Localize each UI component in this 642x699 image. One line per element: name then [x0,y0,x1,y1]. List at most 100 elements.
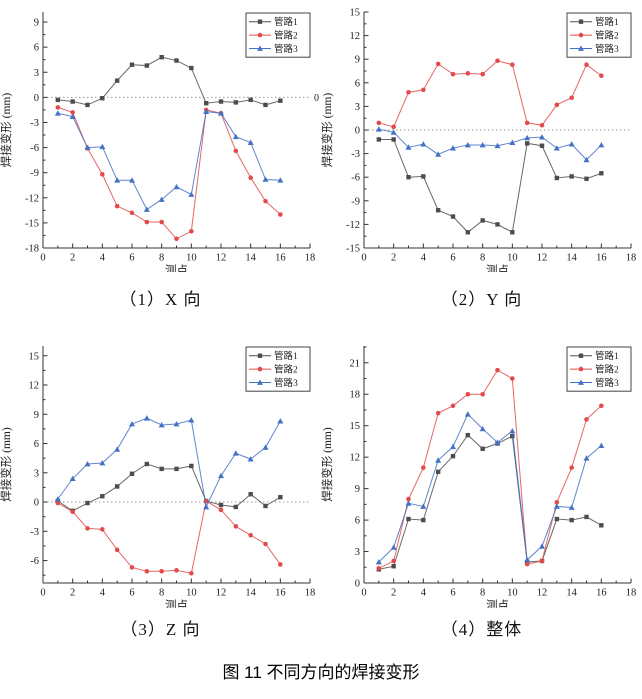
svg-text:14: 14 [245,588,256,599]
svg-text:管路3: 管路3 [595,43,619,55]
series-管路2 [55,105,283,242]
svg-text:18: 18 [305,253,316,264]
series-管路1 [376,432,604,572]
svg-text:0: 0 [355,579,360,590]
chart-x-direction-plot: 0 0 2 4 6 8 10 12 14 16 18 测点 -18 -15 -12 -9 -6 -3 0 3 6 9 焊接变… [0,12,319,272]
series-管路2 [376,58,604,130]
svg-text:管路3: 管路3 [595,377,619,389]
svg-text:9: 9 [34,410,39,421]
chart-cell-x-direction: 0 0 2 4 6 8 10 12 14 16 18 测点 -18 -15 -12 -9 -6 -3 0 3 6 9 焊接变… [0,0,321,320]
y-axis: -15 -12 -9 -6 -3 0 3 6 9 12 15 焊接变形 (mm) [321,8,369,255]
svg-text:16: 16 [275,253,286,264]
chart-cell-y-direction: 0 2 4 6 8 10 12 14 16 18 测点 -15 -12 -9 -6 -3 0 3 6 9 12 15 焊接变… [321,0,642,320]
svg-text:-9: -9 [351,196,360,207]
svg-text:10: 10 [186,588,197,599]
series-管路3 [54,108,284,212]
svg-text:管路2: 管路2 [274,30,298,42]
svg-text:12: 12 [29,381,40,392]
svg-text:-3: -3 [30,527,39,538]
svg-text:0: 0 [361,588,366,599]
series-管路3 [375,126,605,163]
svg-text:0: 0 [40,253,45,264]
svg-text:3: 3 [34,468,39,479]
svg-text:15: 15 [350,421,361,432]
svg-text:管路1: 管路1 [274,350,298,362]
svg-text:-15: -15 [346,244,360,255]
svg-text:2: 2 [70,588,75,599]
svg-text:0: 0 [355,126,360,137]
series-管路3 [375,411,605,565]
chart-cell-overall: 0 2 4 6 8 10 12 14 16 18 测点 0 3 6 9 12 15 18 21 焊接变形 (mm) 管路… [321,320,642,645]
svg-text:3: 3 [355,547,360,558]
svg-text:12: 12 [537,588,548,599]
svg-text:6: 6 [450,253,455,264]
svg-text:2: 2 [391,253,396,264]
svg-text:6: 6 [450,588,455,599]
x-axis-label: 测点 [165,599,188,608]
svg-text:管路1: 管路1 [595,16,619,28]
svg-text:3: 3 [34,68,39,79]
chart-z-direction-plot: 0 2 4 6 8 10 12 14 16 18 测点 -6 -3 0 3 6 9 12 15 焊接变形 (mm) 管路… [0,346,315,608]
svg-text:0: 0 [361,253,366,264]
y-axis: -6 -3 0 3 6 9 12 15 焊接变形 (mm) [0,351,48,576]
x-axis: 0 2 4 6 8 10 12 14 16 18 测点 [361,578,637,608]
svg-text:管路2: 管路2 [595,30,619,42]
svg-text:10: 10 [507,253,518,264]
series-管路2 [376,367,604,571]
chart-y-direction-plot: 0 2 4 6 8 10 12 14 16 18 测点 -15 -12 -9 -6 -3 0 3 6 9 12 15 焊接变… [321,8,637,273]
subplot-caption-2: （2）Y 向 [440,290,523,309]
y-axis-label: 焊接变形 (mm) [0,427,13,502]
svg-text:8: 8 [480,253,485,264]
svg-text:-3: -3 [351,149,360,160]
y-axis-label: 焊接变形 (mm) [321,427,334,502]
x-axis: 0 2 4 6 8 10 12 14 16 18 测点 [40,578,315,608]
svg-text:18: 18 [350,390,361,401]
svg-text:8: 8 [159,253,164,264]
zero-line-label: 0 [314,93,319,104]
svg-text:12: 12 [216,253,227,264]
svg-text:6: 6 [355,78,360,89]
figure-caption: 图 11 不同方向的焊接变形 [222,663,420,682]
svg-text:6: 6 [129,588,134,599]
svg-text:12: 12 [216,588,227,599]
svg-text:9: 9 [355,55,360,66]
svg-text:2: 2 [391,588,396,599]
x-axis: 0 2 4 6 8 10 12 14 16 18 测点 [361,243,637,272]
svg-text:6: 6 [34,439,39,450]
svg-text:-15: -15 [25,218,39,229]
svg-text:18: 18 [626,253,637,264]
chart-cell-z-direction: 0 2 4 6 8 10 12 14 16 18 测点 -6 -3 0 3 6 9 12 15 焊接变形 (mm) 管路… [0,320,321,645]
y-axis-label: 焊接变形 (mm) [321,93,334,168]
svg-text:2: 2 [70,253,75,264]
charts-grid: 0 0 2 4 6 8 10 12 14 16 18 测点 -18 -15 -12 -9 -6 -3 0 3 6 9 焊接变… [0,0,642,645]
svg-text:管路1: 管路1 [274,16,298,28]
svg-text:10: 10 [507,588,518,599]
svg-text:16: 16 [275,588,286,599]
x-axis-label: 测点 [165,264,188,272]
svg-text:12: 12 [350,453,361,464]
svg-text:3: 3 [355,102,360,113]
svg-text:12: 12 [537,253,548,264]
svg-text:18: 18 [626,588,637,599]
svg-text:14: 14 [245,253,256,264]
series-管路3 [54,415,284,510]
svg-text:-9: -9 [30,168,39,179]
x-axis-label: 测点 [486,264,509,272]
series-管路1 [376,137,604,235]
x-axis: 0 2 4 6 8 10 12 14 16 18 测点 [40,243,316,272]
series-管路2 [55,498,283,576]
svg-text:0: 0 [40,588,45,599]
svg-text:4: 4 [100,253,106,264]
svg-text:-6: -6 [30,556,39,567]
svg-text:-6: -6 [351,173,360,184]
svg-text:管路2: 管路2 [274,364,298,376]
svg-text:管路2: 管路2 [595,364,619,376]
svg-text:15: 15 [29,351,40,362]
svg-text:4: 4 [100,588,106,599]
series-管路1 [55,54,283,108]
